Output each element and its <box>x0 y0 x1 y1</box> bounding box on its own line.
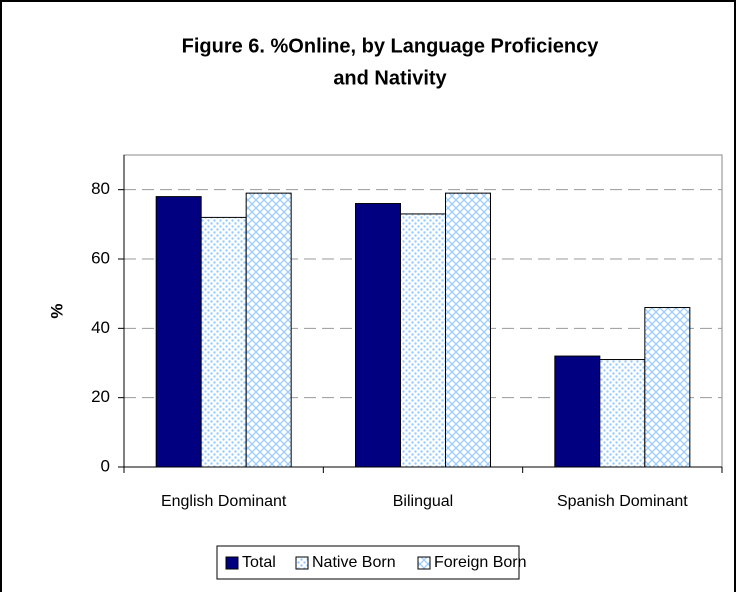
y-tick-label: 40 <box>91 318 110 337</box>
legend-swatch <box>225 556 239 570</box>
bar <box>200 216 247 468</box>
y-axis-label: % <box>47 303 66 318</box>
x-tick-label: Spanish Dominant <box>557 493 688 510</box>
legend <box>216 545 520 580</box>
chart-title: Figure 6. %Online, by Language Proficien… <box>182 35 600 57</box>
legend-swatch <box>295 556 309 570</box>
legend-label: Total <box>242 554 276 571</box>
bar <box>245 192 292 468</box>
x-tick-label: Bilingual <box>393 493 453 510</box>
chart-title: and Nativity <box>333 67 447 89</box>
legend-label: Foreign Born <box>434 554 527 571</box>
legend-swatch <box>417 556 431 570</box>
bar <box>599 359 646 468</box>
bar <box>445 192 491 468</box>
y-tick-label: 60 <box>91 248 110 267</box>
bar <box>554 355 601 468</box>
legend-label: Native Born <box>312 554 396 571</box>
y-tick-label: 80 <box>91 179 110 198</box>
y-tick-label: 0 <box>101 456 110 475</box>
x-tick-label: English Dominant <box>161 493 287 510</box>
bar <box>155 196 202 468</box>
y-tick-label: 20 <box>91 387 110 406</box>
bar <box>644 307 691 468</box>
bar <box>400 213 446 468</box>
bar <box>355 203 401 468</box>
